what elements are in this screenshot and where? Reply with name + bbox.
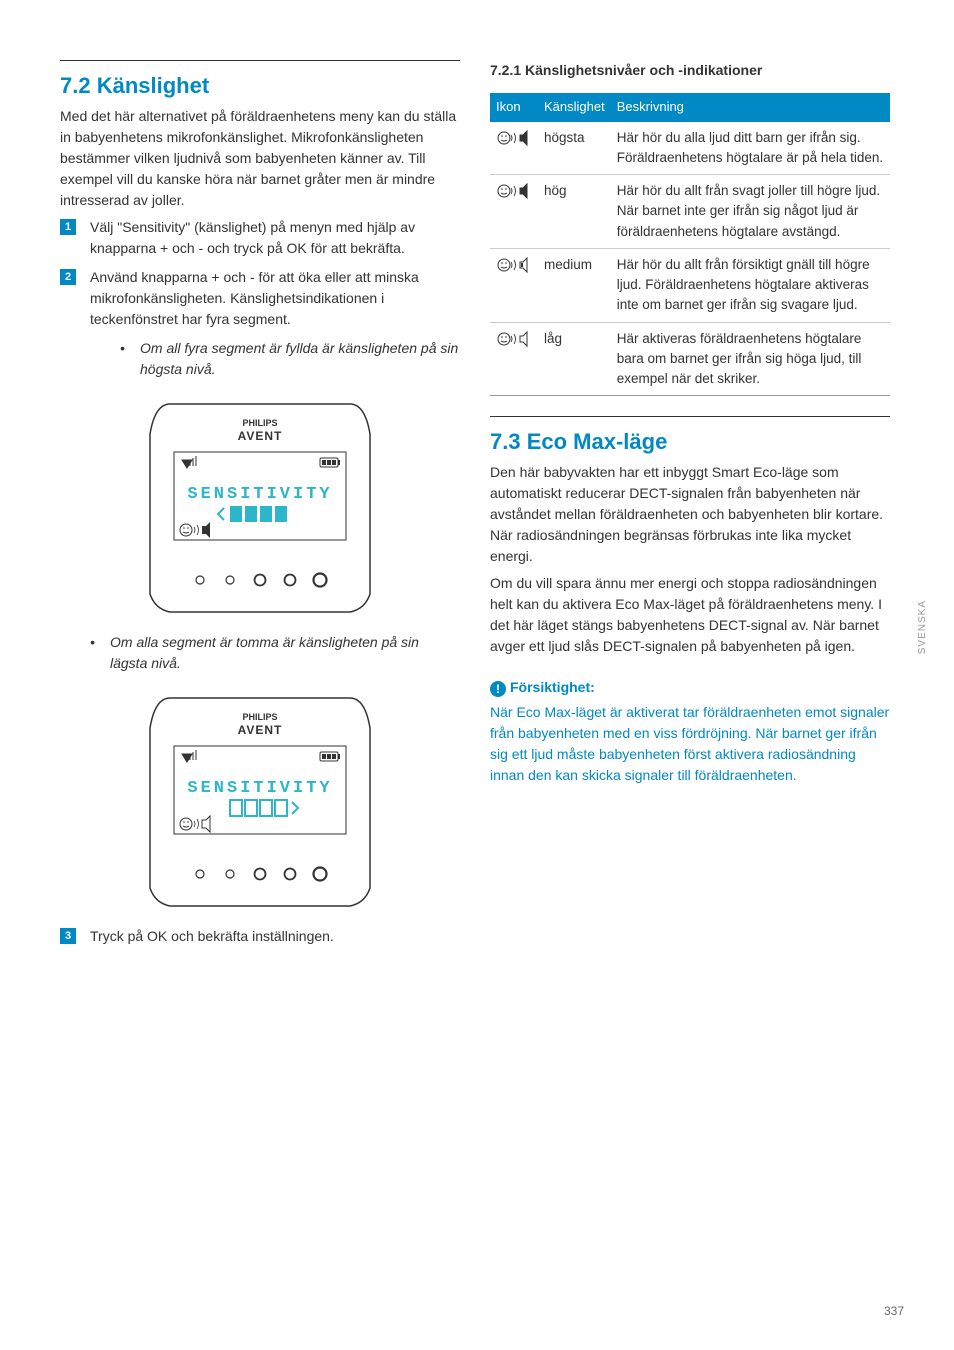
section-rule <box>60 60 460 61</box>
subheading-7-2-1: 7.2.1 Känslighetsnivåer och -indikatione… <box>490 60 890 81</box>
language-tab: SVENSKA <box>915 600 930 654</box>
section-rule-2 <box>490 416 890 417</box>
device-illustration-full: PHILIPS AVENT SENSITIVITY <box>130 394 390 614</box>
lcd-text-sensitivity: SENSITIVITY <box>187 485 332 504</box>
intro-paragraph: Med det här alternativet på föräldraenhe… <box>60 106 460 211</box>
bullet-empty: Om alla segment är tomma är känsligheten… <box>90 632 460 674</box>
table-cell-icon <box>490 121 538 175</box>
table-row: medium Här hör du allt från försiktigt g… <box>490 248 890 322</box>
svg-text:PHILIPS: PHILIPS <box>242 712 277 722</box>
table-cell-desc: Här aktiveras föräldraenhetens högtalare… <box>611 322 890 396</box>
bullet-full: Om all fyra segment är fyllda är känslig… <box>120 338 460 380</box>
table-cell-icon <box>490 248 538 322</box>
table-cell-level: låg <box>538 322 611 396</box>
table-cell-level: hög <box>538 175 611 249</box>
table-cell-icon <box>490 322 538 396</box>
table-cell-desc: Här hör du allt från försiktigt gnäll ti… <box>611 248 890 322</box>
step-number-2: 2 <box>60 269 76 285</box>
table-header-desc: Beskrivning <box>611 93 890 121</box>
step-3-text: Tryck på OK och bekräfta inställningen. <box>90 928 334 944</box>
heading-7-3: 7.3 Eco Max-läge <box>490 425 890 458</box>
step-2: 2 Använd knapparna + och - för att öka e… <box>60 267 460 380</box>
eco-paragraph-2: Om du vill spara ännu mer energi och sto… <box>490 573 890 657</box>
table-row: högsta Här hör du alla ljud ditt barn ge… <box>490 121 890 175</box>
table-header-icon: Ikon <box>490 93 538 121</box>
caution-text: När Eco Max-läget är aktiverat tar föräl… <box>490 702 890 786</box>
svg-text:AVENT: AVENT <box>238 723 283 737</box>
caution-label: Försiktighet: <box>510 679 595 695</box>
table-header-level: Känslighet <box>538 93 611 121</box>
heading-7-2: 7.2 Känslighet <box>60 69 460 102</box>
table-cell-level: medium <box>538 248 611 322</box>
step-number-3: 3 <box>60 928 76 944</box>
page-number: 337 <box>884 1302 904 1320</box>
table-cell-desc: Här hör du alla ljud ditt barn ger ifrån… <box>611 121 890 175</box>
step-2-text: Använd knapparna + och - för att öka ell… <box>90 269 419 327</box>
table-cell-icon <box>490 175 538 249</box>
device-illustration-empty: PHILIPS AVENT SENSITIVITY <box>130 688 390 908</box>
table-cell-desc: Här hör du allt från svagt joller till h… <box>611 175 890 249</box>
step-3: 3 Tryck på OK och bekräfta inställningen… <box>60 926 460 947</box>
step-1: 1 Välj "Sensitivity" (känslighet) på men… <box>60 217 460 259</box>
table-row: låg Här aktiveras föräldraenhetens högta… <box>490 322 890 396</box>
caution-icon: ! <box>490 681 506 697</box>
brand-sublabel: AVENT <box>238 429 283 443</box>
caution-heading: !Försiktighet: <box>490 677 890 698</box>
table-cell-level: högsta <box>538 121 611 175</box>
brand-label: PHILIPS <box>242 418 277 428</box>
table-row: hög Här hör du allt från svagt joller ti… <box>490 175 890 249</box>
step-1-text: Välj "Sensitivity" (känslighet) på menyn… <box>90 219 415 256</box>
svg-text:SENSITIVITY: SENSITIVITY <box>187 779 332 798</box>
step-number-1: 1 <box>60 219 76 235</box>
eco-paragraph-1: Den här babyvakten har ett inbyggt Smart… <box>490 462 890 567</box>
sensitivity-table: Ikon Känslighet Beskrivning högsta Här h… <box>490 93 890 396</box>
